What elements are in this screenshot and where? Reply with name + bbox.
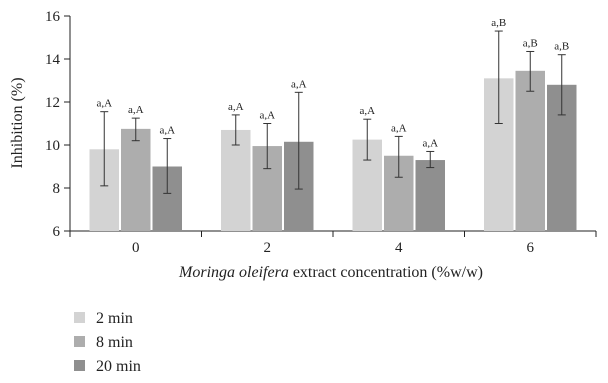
x-axis-title: Moringa oleifera extract concentration (… (178, 264, 483, 281)
significance-labels: a,A a,A a,A a,A a,A a,A a,A a,A a,A a,B a,B a,B (96, 17, 569, 149)
significance-label: a,A (259, 110, 275, 122)
bar (515, 70, 545, 231)
bars (89, 70, 577, 231)
legend-label: 2 min (96, 310, 133, 327)
x-tick-label: 2 (264, 240, 272, 256)
significance-label: a,A (96, 98, 112, 110)
y-axis-title: Inhibition (%) (9, 77, 26, 168)
legend-swatch (74, 336, 85, 347)
legend-swatch (74, 360, 85, 371)
significance-label: a,A (159, 125, 175, 137)
y-tick-label: 8 (53, 181, 61, 197)
y-tick-label: 10 (45, 138, 60, 154)
significance-label: a,A (422, 137, 438, 149)
significance-label: a,B (554, 41, 569, 53)
bar (221, 129, 251, 231)
legend-label: 8 min (96, 334, 133, 351)
x-axis: 0 2 4 6 (69, 230, 597, 256)
significance-label: a,A (291, 78, 307, 90)
y-axis: 6 8 10 12 14 16 (45, 9, 71, 240)
legend-label: 20 min (96, 358, 141, 375)
legend: 2 min 8 min 20 min (74, 310, 141, 375)
significance-label: a,A (359, 105, 375, 117)
y-tick-label: 12 (45, 95, 60, 111)
error-bars (100, 30, 566, 194)
y-tick-label: 16 (45, 9, 61, 25)
x-axis-title-rest: extract concentration (%w/w) (289, 264, 483, 281)
significance-label: a,A (228, 101, 244, 113)
x-axis-title-italic: Moringa oleifera (178, 264, 289, 281)
significance-label: a,B (523, 37, 538, 49)
x-tick-label: 4 (395, 240, 403, 256)
significance-label: a,A (391, 122, 407, 134)
significance-label: a,A (128, 104, 144, 116)
significance-label: a,B (491, 17, 506, 29)
bar (121, 128, 151, 231)
y-tick-label: 6 (53, 224, 61, 240)
x-tick-label: 0 (132, 240, 140, 256)
legend-swatch (74, 312, 85, 323)
y-tick-label: 14 (45, 52, 61, 68)
bar (415, 160, 445, 231)
x-tick-label: 6 (527, 240, 535, 256)
